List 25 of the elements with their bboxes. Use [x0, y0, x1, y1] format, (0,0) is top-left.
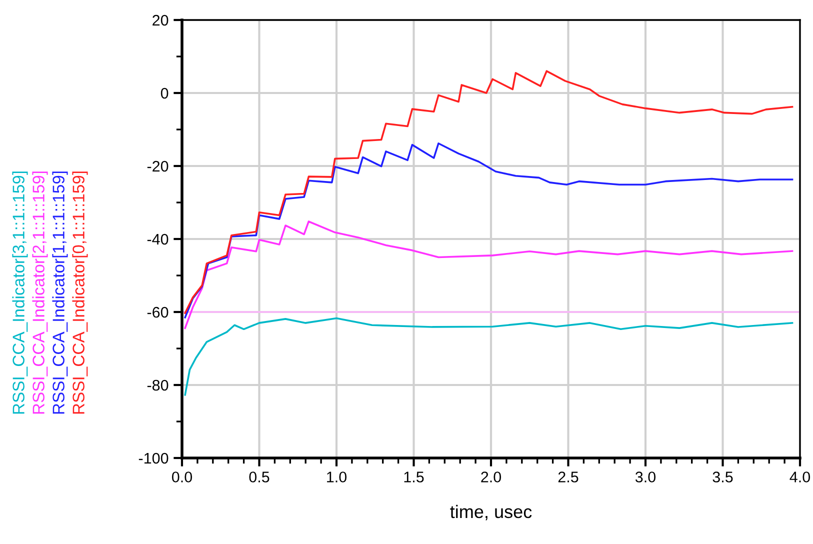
text: RSSI_CCA_Indicator[0,1::1::159]	[72, 172, 88, 414]
y-tick-label: -100	[138, 452, 168, 464]
x-tick-label: 0.0	[172, 472, 192, 482]
x-tick-label: 1.5	[404, 472, 424, 482]
text: RSSI_CCA_Indicator[2,1::1::159]	[32, 172, 48, 414]
line-series	[184, 70, 794, 314]
line-series	[184, 142, 794, 318]
line-series	[184, 317, 794, 396]
y-tick-label: 20	[152, 14, 168, 26]
x-tick-label: 1.0	[327, 472, 347, 482]
y-tick-label: -80	[147, 380, 168, 391]
x-tick-label: 4.0	[790, 472, 810, 482]
text: RSSI_CCA_Indicator[3,1::1::159]	[12, 172, 28, 414]
x-tick-label: 0.5	[249, 472, 270, 482]
x-tick-label: 3.5	[712, 472, 733, 482]
y-tick-label: -40	[147, 234, 168, 245]
line-series	[184, 220, 794, 329]
x-tick-label: 3.0	[635, 472, 656, 482]
text: RSSI_CCA_Indicator[1,1::1::159]	[52, 172, 68, 414]
y-tick-label: -60	[147, 306, 168, 318]
x-axis-title: time, usec	[450, 504, 532, 520]
x-tick-label: 2.5	[558, 472, 578, 482]
y-tick-label: -20	[147, 160, 168, 172]
x-tick-label: 2.0	[481, 472, 502, 482]
y-tick-label: 0	[160, 88, 168, 99]
